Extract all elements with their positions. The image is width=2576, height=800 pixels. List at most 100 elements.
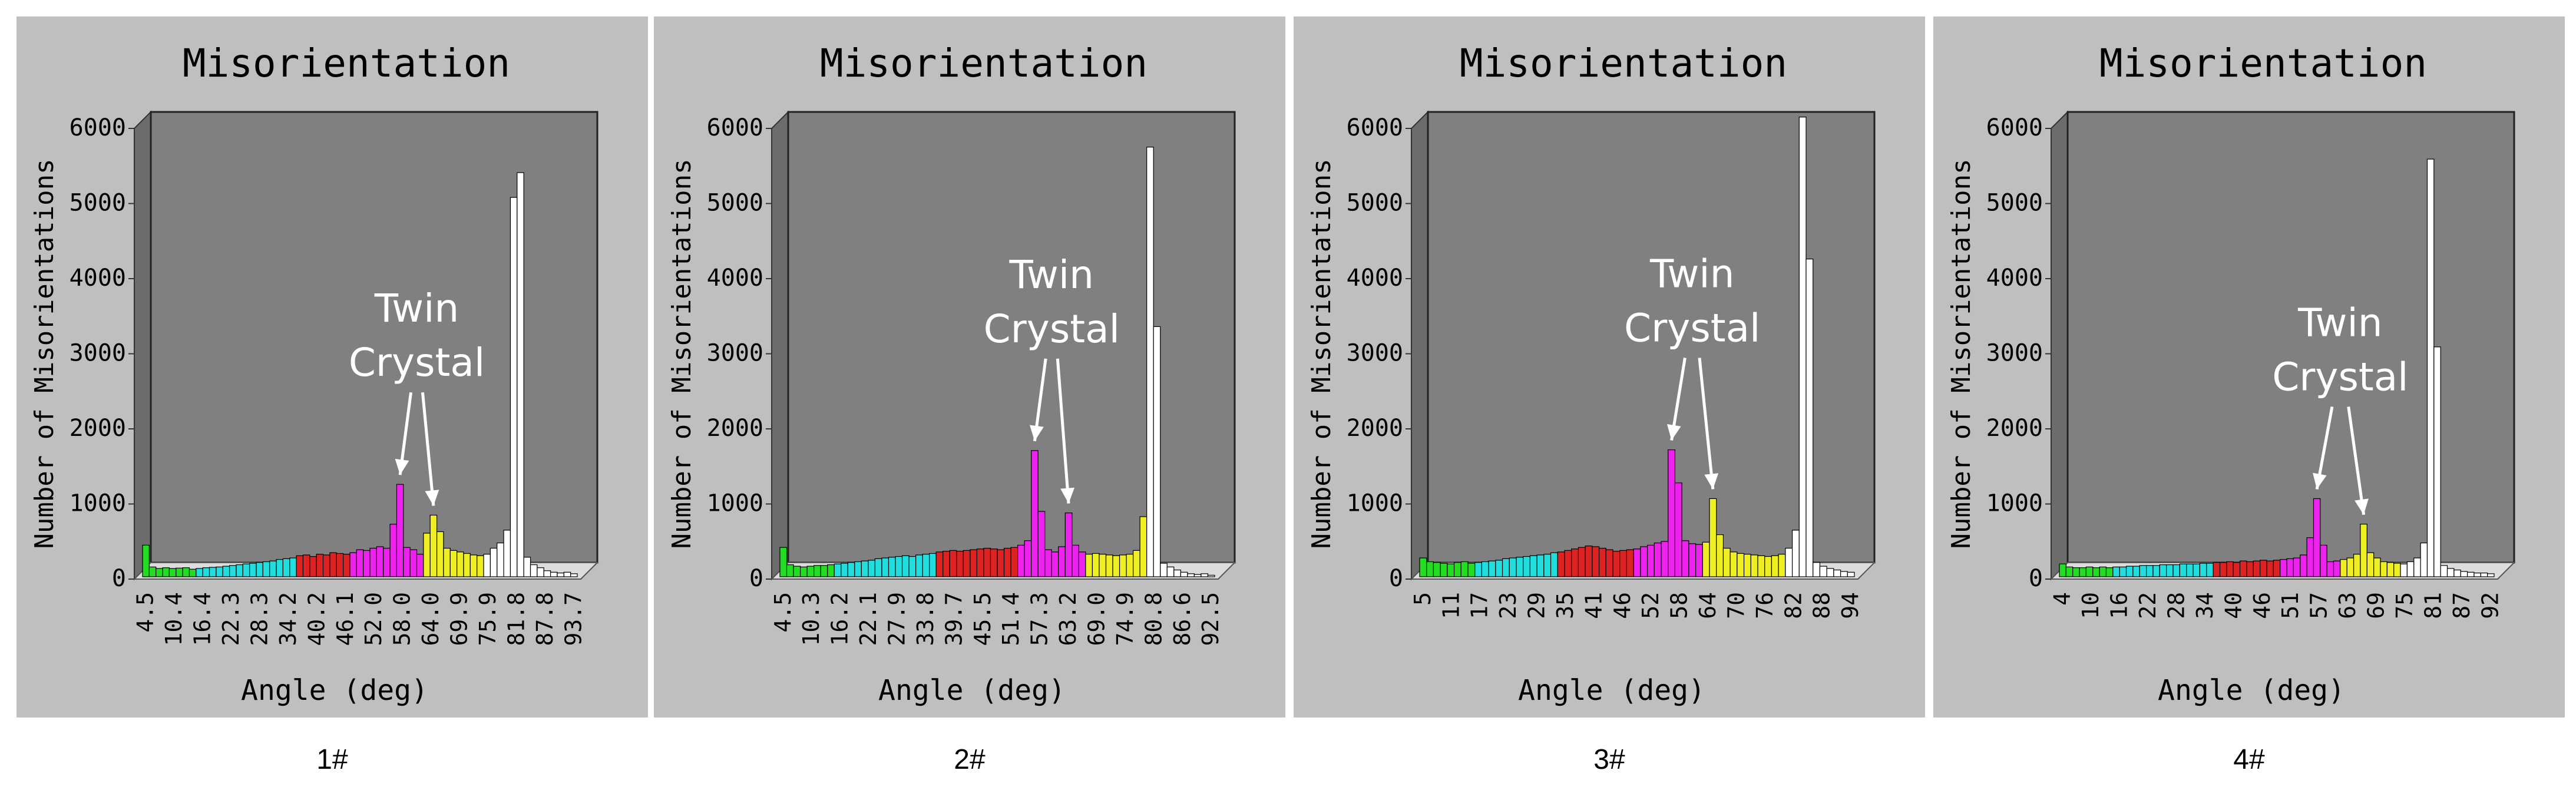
histogram-bar	[2420, 543, 2428, 577]
x-tick-label: 40	[2220, 592, 2246, 619]
histogram-bar	[1571, 548, 1579, 577]
y-tick-label: 0	[2029, 565, 2043, 592]
histogram-bar	[196, 568, 203, 577]
histogram-bar	[1557, 551, 1565, 577]
y-axis-label: Number of Misorientations	[667, 158, 697, 548]
chart-title: Misorientation	[820, 41, 1148, 86]
histogram-bar	[2065, 566, 2074, 577]
histogram-bar	[1612, 551, 1621, 577]
histogram-bar	[1193, 574, 1202, 577]
histogram-bar	[276, 559, 284, 577]
x-axis-label: Angle (deg)	[1518, 674, 1705, 707]
histogram-bar	[2112, 566, 2120, 577]
histogram-bar	[156, 568, 163, 577]
histogram-bar	[1207, 574, 1215, 577]
histogram-bar	[222, 566, 230, 577]
histogram-bar	[443, 547, 451, 577]
y-tick-label: 2000	[707, 415, 763, 442]
histogram-bar	[1743, 554, 1751, 577]
histogram-bar	[2393, 563, 2401, 577]
histogram-bar	[349, 552, 357, 577]
histogram-bar	[1092, 553, 1100, 577]
x-tick-label: 22.1	[855, 592, 881, 646]
x-tick-label: 76	[1752, 592, 1778, 619]
histogram-bar	[1543, 554, 1552, 577]
histogram-bar	[1674, 482, 1682, 577]
x-tick-label: 69.9	[447, 592, 472, 646]
histogram-bar	[1661, 541, 1669, 577]
x-tick-label: 51	[2277, 592, 2303, 619]
histogram-bar	[1605, 549, 1613, 577]
x-tick-label: 41	[1580, 592, 1606, 619]
histogram-bar	[202, 567, 210, 577]
histogram-bar	[289, 557, 297, 577]
histogram-bar	[827, 564, 835, 577]
y-axis-label: Number of Misorientations	[1946, 158, 1976, 548]
histogram-bar	[309, 556, 317, 577]
x-tick-label: 29	[1524, 592, 1550, 619]
histogram-bar	[162, 567, 170, 577]
histogram-bar	[1737, 553, 1745, 577]
histogram-bar	[1702, 541, 1710, 577]
histogram-bar	[929, 553, 937, 577]
histogram-bar	[963, 550, 971, 577]
y-tick-label: 1000	[707, 490, 763, 517]
histogram-bar	[2125, 566, 2134, 577]
histogram-bar	[423, 533, 431, 577]
histogram-bar	[2166, 564, 2174, 577]
histogram-bar	[1585, 546, 1593, 577]
histogram-bar	[429, 514, 438, 577]
x-tick-label: 64	[1695, 592, 1721, 619]
histogram-bar	[1688, 543, 1697, 577]
x-tick-label: 16.4	[190, 592, 216, 646]
histogram-bar	[915, 554, 923, 577]
histogram-bar	[1750, 554, 1758, 577]
histogram-bar	[416, 554, 424, 577]
histogram-bar	[1146, 147, 1154, 577]
histogram-bar	[2159, 564, 2167, 577]
histogram-bar	[1085, 554, 1093, 577]
histogram-bar	[1173, 569, 1181, 577]
x-tick-label: 10	[2078, 592, 2104, 619]
histogram-bar	[1709, 498, 1717, 577]
twin-arrow-right-shaft	[2347, 406, 2366, 515]
histogram-bar	[457, 551, 464, 577]
x-tick-label: 23	[1495, 592, 1521, 619]
y-tick-label: 0	[1389, 565, 1403, 592]
histogram-bar	[2193, 563, 2201, 577]
x-tick-label: 86.6	[1169, 592, 1195, 646]
twin-arrow-right-shaft	[1056, 358, 1070, 504]
y-tick-label: 4000	[1986, 265, 2043, 292]
histogram-bar	[242, 563, 250, 577]
chart-svg: Misorientation 0 1000 2000 3000 4000 5000 6000 N…	[1307, 41, 1876, 707]
histogram-bar	[343, 554, 350, 577]
x-tick-label: 57.3	[1027, 592, 1053, 646]
y-tick-label: 5000	[707, 190, 763, 217]
y-tick-label: 5000	[70, 190, 126, 217]
histogram-bar	[1523, 556, 1531, 577]
histogram-bar	[2186, 563, 2194, 577]
histogram-bar	[563, 571, 571, 577]
histogram-bar	[868, 560, 876, 577]
histogram-bar	[2172, 564, 2180, 577]
histogram-bar	[2146, 565, 2154, 577]
histogram-bar	[523, 557, 531, 577]
histogram-bar	[2199, 563, 2207, 577]
histogram-bar	[874, 558, 882, 577]
histogram-bar	[1024, 540, 1032, 577]
histogram-bar	[1550, 552, 1558, 577]
histogram-bar	[2400, 563, 2408, 577]
histogram-bar	[1488, 560, 1496, 577]
histogram-bar	[503, 530, 511, 577]
histogram-bar	[1668, 449, 1676, 577]
histogram-bar	[990, 548, 998, 577]
histogram-bar	[1495, 560, 1503, 577]
histogram-bar	[1180, 571, 1188, 577]
chart-title: Misorientation	[2099, 41, 2427, 86]
histogram-bar	[881, 557, 889, 577]
histogram-bar	[282, 558, 290, 577]
histogram-bar	[1440, 563, 1448, 577]
histogram-bar	[497, 543, 504, 577]
x-tick-label: 35	[1552, 592, 1578, 619]
histogram-bar	[296, 555, 304, 577]
